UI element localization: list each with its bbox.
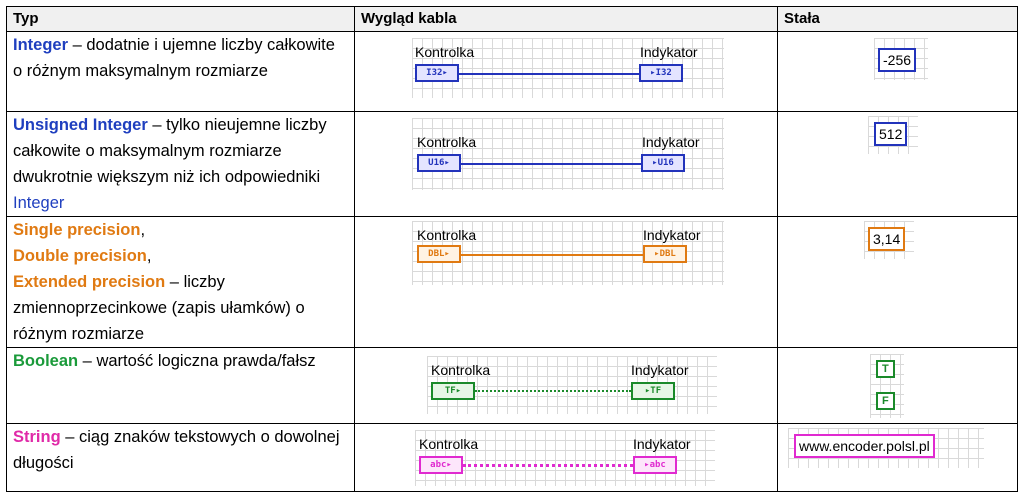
type-name: Extended precision [13,273,166,291]
type-desc: – ciąg znaków tekstowych o dowolnej dług… [13,428,340,472]
indicator-label: Indykator [642,134,700,150]
indicator-label: Indykator [640,44,698,60]
data-types-table: Typ Wygląd kabla Stała Integer – dodatni… [6,6,1018,492]
control-terminal: DBL▸ [417,245,461,263]
const-cell: 512 [777,111,1018,217]
control-terminal: abc▸ [419,456,463,474]
type-desc: – dodatnie i ujemne liczby całkowite o r… [13,36,335,80]
wire-line [475,390,631,392]
indicator-label: Indykator [633,436,691,452]
type-cell: Boolean – wartość logiczna prawda/fałsz [6,347,355,424]
control-label: Kontrolka [431,362,491,378]
table-row: Unsigned Integer – tylko nieujemne liczb… [6,111,1018,217]
control-label: Kontrolka [419,436,479,452]
constant-true: T [876,360,895,378]
type-cell: Unsigned Integer – tylko nieujemne liczb… [6,111,355,217]
wire-line [461,254,643,256]
type-desc: – liczby zmiennoprzecinkowe (zapis ułamk… [13,273,305,343]
control-label: Kontrolka [417,134,477,150]
type-name: Double precision [13,247,147,265]
table-row: Integer – dodatnie i ujemne liczby całko… [6,31,1018,112]
type-name: String [13,428,61,446]
wire-line [463,464,633,467]
type-name: Boolean [13,352,79,370]
header-row: Typ Wygląd kabla Stała [6,6,1018,32]
const-cell: -256 [777,31,1018,112]
constant-value: -256 [878,48,917,72]
control-terminal: U16▸ [417,154,461,172]
type-cell: Single precision, Double precision, Exte… [6,216,355,348]
type-desc: – tylko nieujemne liczby całkowite o mak… [13,116,327,186]
wire-line [459,73,639,75]
control-terminal: TF▸ [431,382,475,400]
indicator-terminal: ▸abc [633,456,677,474]
wire-cell: Kontrolka Indykator I32▸ ▸I32 [354,31,778,112]
wire-cell: Kontrolka Indykator TF▸ ▸TF [354,347,778,424]
table-row: String – ciąg znaków tekstowych o dowoln… [6,423,1018,492]
const-cell: 3,14 [777,216,1018,348]
type-cell: Integer – dodatnie i ujemne liczby całko… [6,31,355,112]
header-wire: Wygląd kabla [354,6,778,32]
type-ref: Integer [13,194,65,212]
type-desc: – wartość logiczna prawda/fałsz [78,352,316,370]
wire-cell: Kontrolka Indykator DBL▸ ▸DBL [354,216,778,348]
const-cell: www.encoder.polsl.pl [777,423,1018,492]
header-type: Typ [6,6,355,32]
indicator-label: Indykator [631,362,689,378]
constant-value: 512 [874,122,908,146]
const-cell: T F [777,347,1018,424]
wire-cell: Kontrolka Indykator U16▸ ▸U16 [354,111,778,217]
separator: , [146,247,152,265]
indicator-terminal: ▸TF [631,382,675,400]
header-const: Stała [777,6,1018,32]
table-row: Boolean – wartość logiczna prawda/fałsz … [6,347,1018,424]
indicator-label: Indykator [643,227,701,243]
wire-line [461,163,641,165]
type-name: Single precision [13,221,141,239]
table-row: Single precision, Double precision, Exte… [6,216,1018,348]
indicator-terminal: ▸I32 [639,64,683,82]
type-name: Unsigned Integer [13,116,148,134]
indicator-terminal: ▸U16 [641,154,685,172]
control-label: Kontrolka [417,227,477,243]
indicator-terminal: ▸DBL [643,245,687,263]
control-terminal: I32▸ [415,64,459,82]
control-label: Kontrolka [415,44,475,60]
constant-false: F [876,392,895,410]
wire-cell: Kontrolka Indykator abc▸ ▸abc [354,423,778,492]
constant-value: www.encoder.polsl.pl [794,434,935,458]
type-name: Integer [13,36,69,54]
diagram-grid [412,221,724,285]
constant-value: 3,14 [868,227,906,251]
type-cell: String – ciąg znaków tekstowych o dowoln… [6,423,355,492]
separator: , [140,221,146,239]
